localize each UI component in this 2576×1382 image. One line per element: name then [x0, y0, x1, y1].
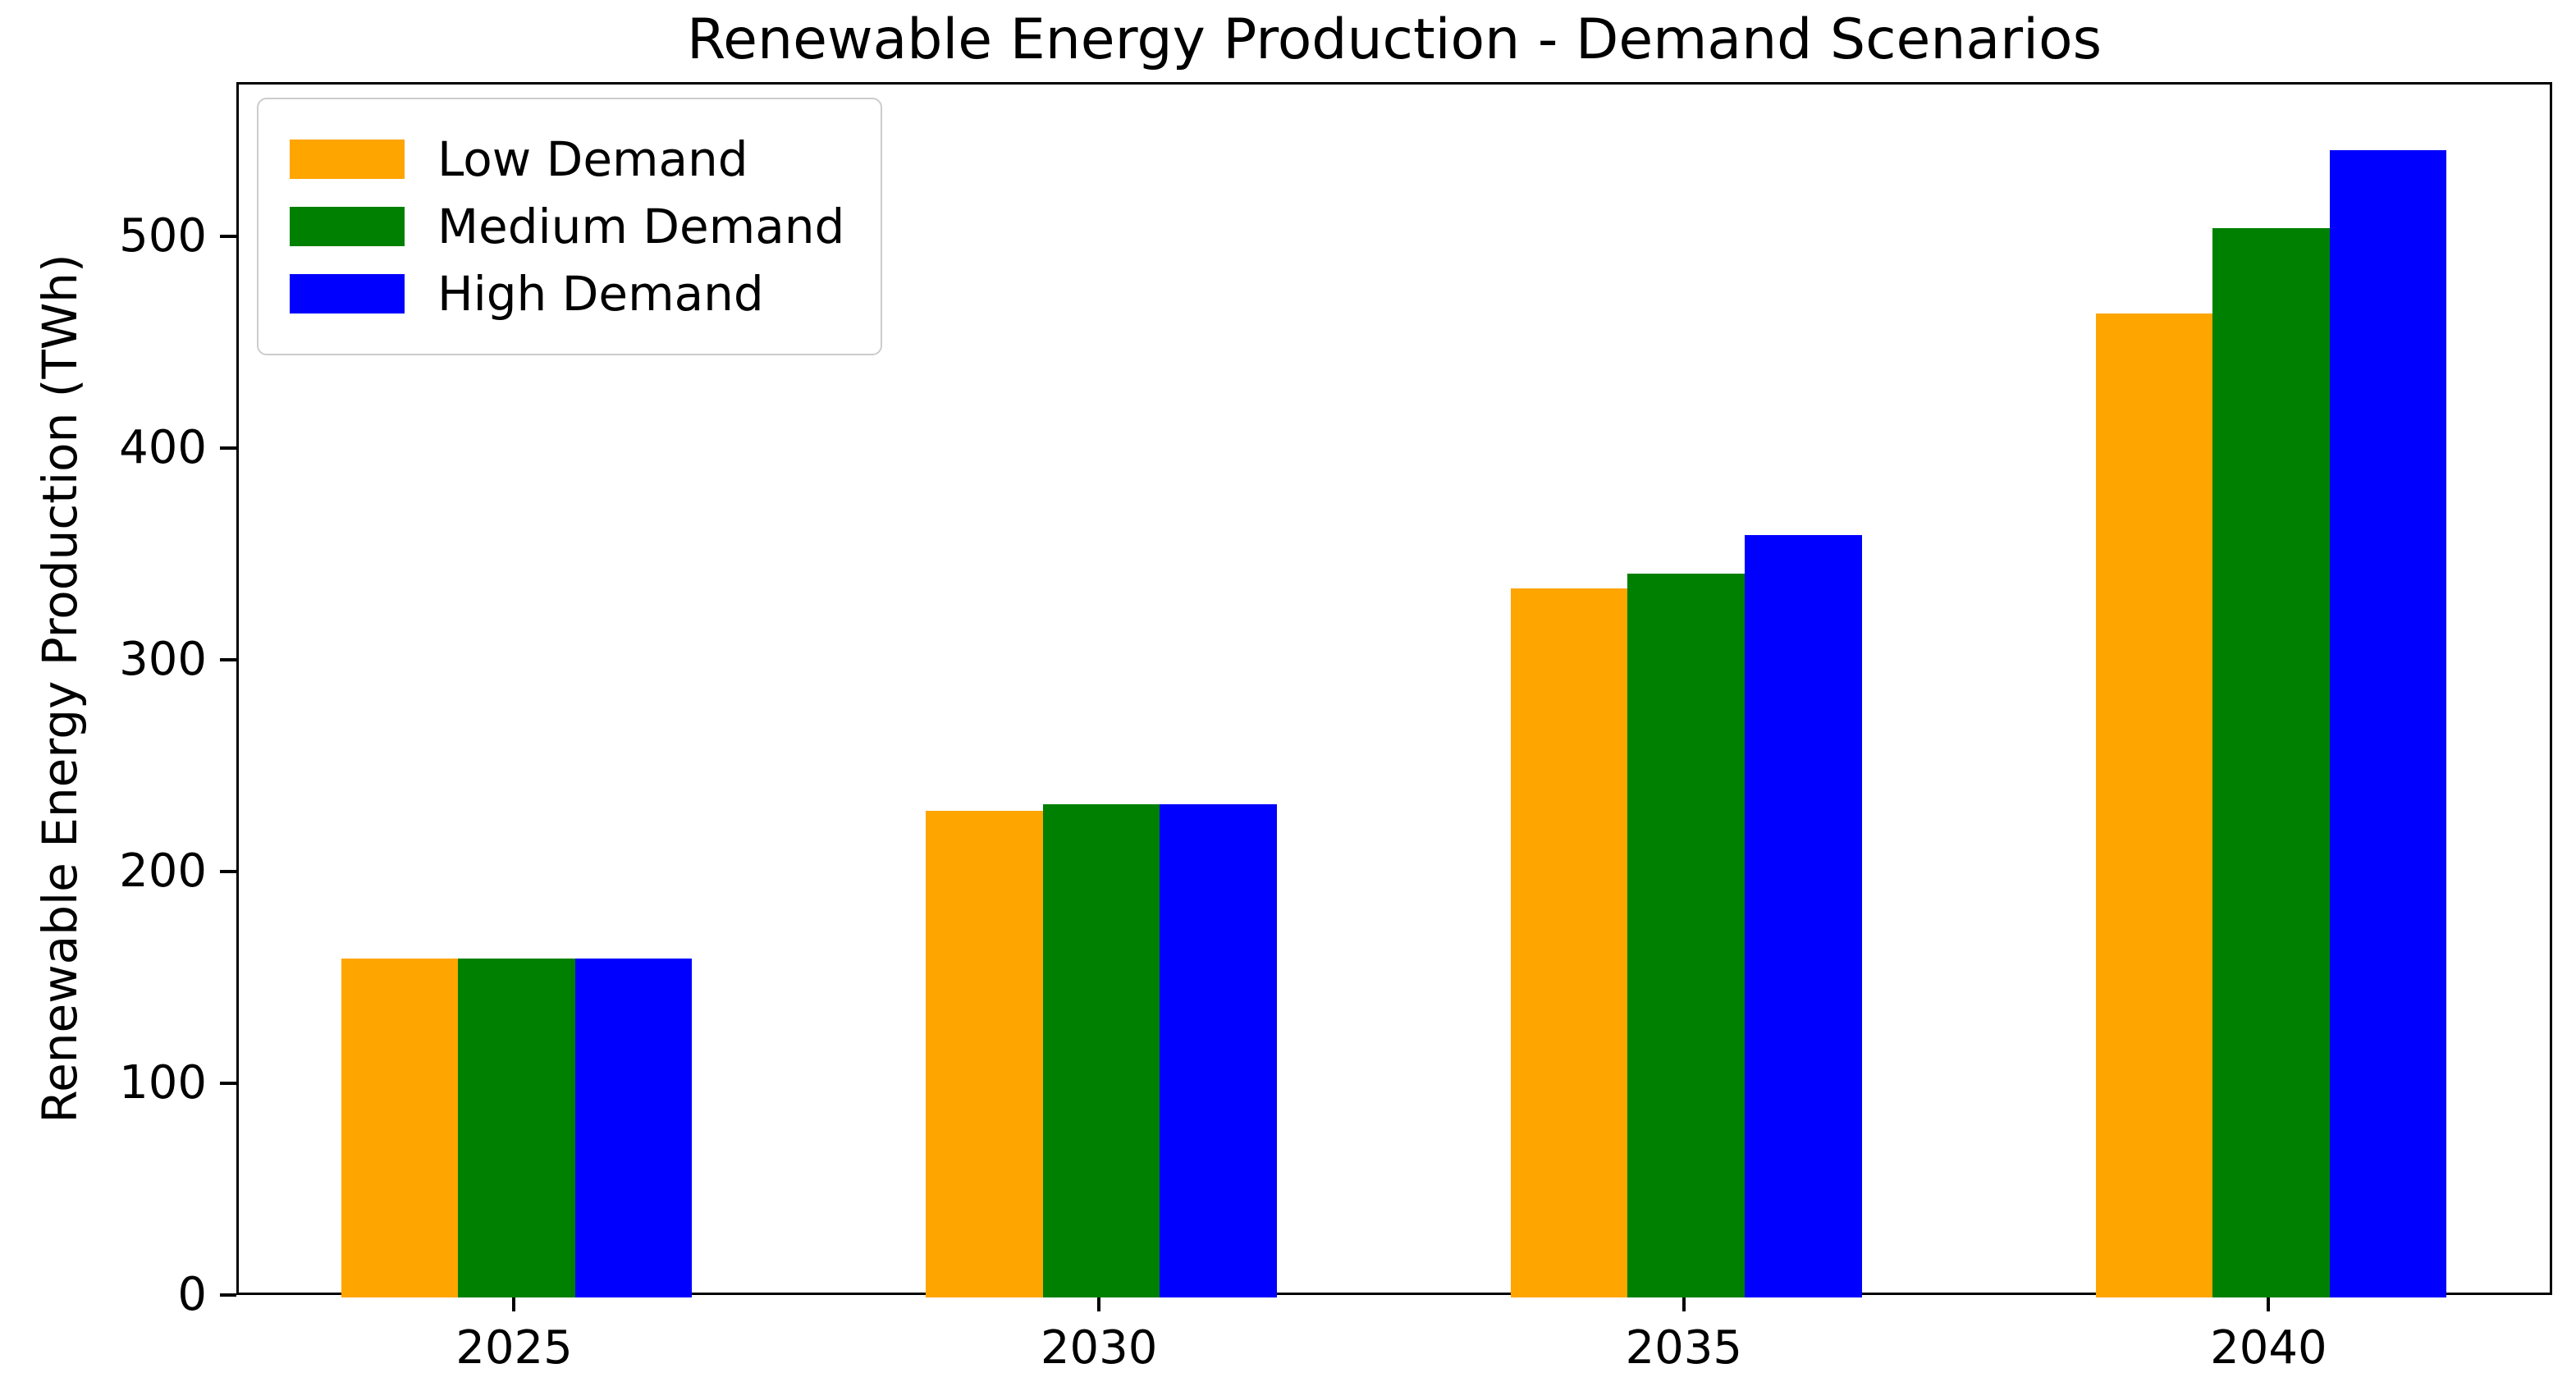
- bar-high-demand-2035: [1745, 535, 1862, 1297]
- plot-area: Low Demand Medium Demand High Demand: [236, 82, 2552, 1297]
- ytick-label-400: 400: [119, 421, 207, 475]
- ytick-label-300: 300: [119, 633, 207, 687]
- ytick-label-100: 100: [119, 1056, 207, 1110]
- bar-low-demand-2040: [2095, 313, 2213, 1297]
- ytick-mark-200: [220, 870, 236, 874]
- xtick-mark-2040: [2267, 1295, 2271, 1311]
- xtick-label-2025: 2025: [455, 1321, 573, 1375]
- bar-high-demand-2040: [2329, 149, 2447, 1297]
- legend-swatch-high-demand: [290, 274, 405, 313]
- xtick-mark-2035: [1681, 1295, 1686, 1311]
- xtick-label-2040: 2040: [2210, 1321, 2327, 1375]
- legend-item-low-demand: Low Demand: [290, 130, 844, 188]
- bars-layer: [239, 85, 2550, 1297]
- ytick-label-200: 200: [119, 844, 207, 899]
- bar-medium-demand-2035: [1627, 573, 1745, 1297]
- xtick-mark-2025: [512, 1295, 516, 1311]
- legend: Low Demand Medium Demand High Demand: [257, 98, 883, 355]
- bar-high-demand-2030: [1160, 803, 1277, 1297]
- xtick-mark-2030: [1097, 1295, 1101, 1311]
- ytick-label-0: 0: [177, 1268, 207, 1321]
- ytick-label-500: 500: [119, 209, 207, 263]
- bar-low-demand-2030: [926, 810, 1043, 1297]
- bar-medium-demand-2040: [2212, 228, 2330, 1297]
- legend-item-medium-demand: Medium Demand: [290, 198, 844, 255]
- xtick-label-2030: 2030: [1040, 1321, 1158, 1375]
- ytick-mark-500: [220, 235, 236, 239]
- ytick-mark-300: [220, 658, 236, 662]
- legend-swatch-medium-demand: [290, 207, 405, 246]
- legend-item-high-demand: High Demand: [290, 265, 844, 323]
- chart-title: Renewable Energy Production - Demand Sce…: [686, 7, 2102, 72]
- bar-low-demand-2025: [341, 959, 459, 1297]
- legend-label-low-demand: Low Demand: [437, 131, 748, 187]
- bar-high-demand-2025: [574, 959, 693, 1297]
- legend-label-medium-demand: Medium Demand: [437, 199, 845, 254]
- bar-medium-demand-2025: [458, 959, 575, 1297]
- ytick-mark-100: [220, 1082, 236, 1086]
- ytick-mark-0: [220, 1293, 236, 1297]
- xtick-label-2035: 2035: [1625, 1321, 1742, 1375]
- bar-medium-demand-2030: [1042, 803, 1160, 1297]
- legend-label-high-demand: High Demand: [437, 266, 764, 322]
- ytick-mark-400: [220, 446, 236, 451]
- legend-swatch-low-demand: [290, 140, 405, 179]
- bar-low-demand-2035: [1510, 588, 1628, 1297]
